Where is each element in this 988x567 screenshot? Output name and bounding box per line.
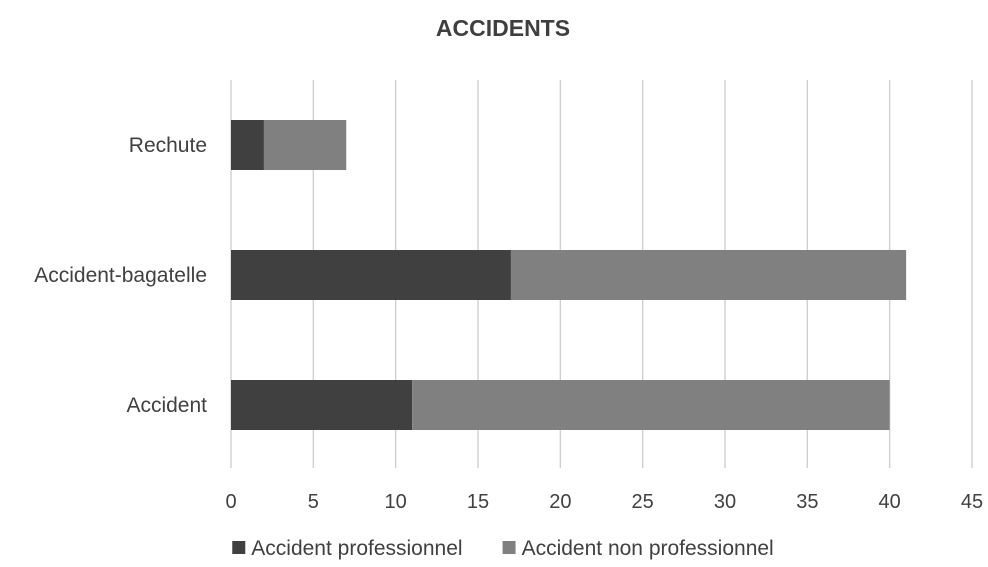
- category-label: Accident: [126, 394, 207, 417]
- x-tick-label: 15: [467, 491, 489, 513]
- legend-swatch: [502, 541, 516, 554]
- category-label: Accident-bagatelle: [34, 264, 207, 287]
- legend-item: Accident professionnel: [232, 537, 463, 560]
- chart-title: ACCIDENTS: [436, 15, 570, 41]
- bar-segment-professionnel: [231, 250, 511, 300]
- bar-segment-non-professionnel: [412, 380, 890, 430]
- bar-segment-non-professionnel: [263, 120, 347, 170]
- bar-segment-professionnel: [231, 380, 413, 430]
- legend-label: Accident non professionnel: [522, 537, 774, 560]
- x-tick-label: 40: [879, 491, 901, 513]
- x-tick-label: 0: [225, 491, 236, 513]
- legend-swatch: [232, 541, 246, 554]
- legend-item: Accident non professionnel: [502, 537, 774, 560]
- bar-segment-non-professionnel: [510, 250, 907, 300]
- x-tick-label: 20: [549, 491, 571, 513]
- x-tick-label: 25: [632, 491, 654, 513]
- category-labels: Accident Accident-bagatelle Rechute: [34, 134, 207, 417]
- x-tick-label: 35: [796, 491, 818, 513]
- category-label: Rechute: [129, 134, 207, 157]
- x-axis-tick-labels: 0 5 10 15 20 25 30 35 40 45: [225, 491, 983, 513]
- x-tick-label: 10: [385, 491, 407, 513]
- bars: [231, 120, 907, 430]
- legend: Accident professionnel Accident non profe…: [232, 537, 774, 560]
- bar-segment-professionnel: [231, 120, 264, 170]
- x-tick-label: 45: [961, 491, 983, 513]
- x-tick-label: 30: [714, 491, 736, 513]
- legend-label: Accident professionnel: [251, 537, 462, 560]
- x-tick-label: 5: [308, 491, 319, 513]
